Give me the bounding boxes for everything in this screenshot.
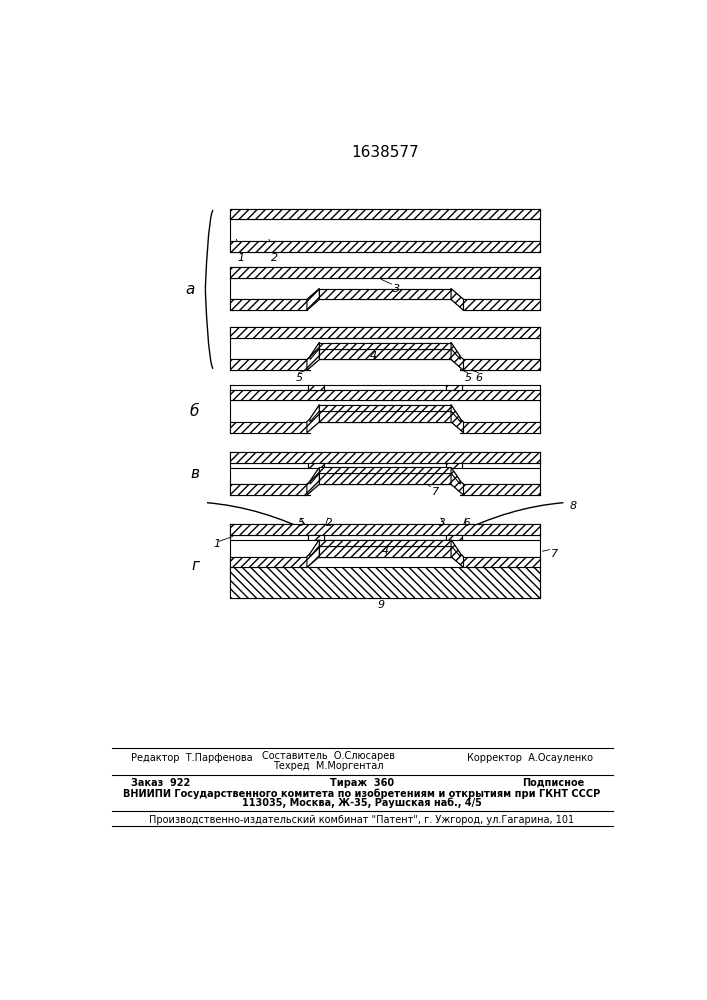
- Polygon shape: [446, 535, 462, 540]
- Polygon shape: [230, 535, 540, 540]
- Text: 3: 3: [438, 518, 445, 528]
- Polygon shape: [230, 219, 540, 241]
- Polygon shape: [446, 463, 462, 468]
- Text: 4: 4: [370, 351, 377, 361]
- Text: 6: 6: [475, 373, 482, 383]
- Polygon shape: [446, 385, 462, 389]
- Text: 113035, Москва, Ж-35, Раушская наб., 4/5: 113035, Москва, Ж-35, Раушская наб., 4/5: [242, 798, 482, 808]
- Polygon shape: [451, 405, 460, 422]
- Polygon shape: [230, 484, 307, 495]
- Polygon shape: [464, 299, 540, 310]
- Polygon shape: [230, 327, 540, 338]
- Polygon shape: [320, 467, 451, 473]
- Polygon shape: [230, 540, 540, 574]
- Text: в: в: [190, 466, 199, 481]
- Polygon shape: [230, 299, 307, 310]
- Polygon shape: [230, 278, 540, 310]
- Polygon shape: [230, 463, 540, 468]
- Text: 7: 7: [551, 549, 558, 559]
- Polygon shape: [451, 289, 464, 310]
- Polygon shape: [320, 343, 451, 349]
- Text: ВНИИПИ Государственного комитета по изобретениям и открытиям при ГКНТ СССР: ВНИИПИ Государственного комитета по изоб…: [123, 788, 600, 799]
- Polygon shape: [320, 473, 451, 484]
- Polygon shape: [451, 467, 460, 484]
- Polygon shape: [451, 411, 464, 433]
- Polygon shape: [230, 452, 540, 463]
- Polygon shape: [308, 535, 324, 540]
- Polygon shape: [230, 422, 307, 433]
- Text: 2: 2: [325, 518, 332, 528]
- Text: 7: 7: [432, 487, 439, 497]
- Text: 5: 5: [465, 373, 472, 383]
- Polygon shape: [310, 343, 320, 359]
- Polygon shape: [230, 338, 540, 376]
- Polygon shape: [464, 557, 540, 567]
- Polygon shape: [230, 359, 307, 370]
- Polygon shape: [230, 557, 307, 567]
- Text: 6: 6: [464, 518, 470, 528]
- Polygon shape: [230, 389, 540, 400]
- Polygon shape: [320, 349, 451, 359]
- Polygon shape: [307, 411, 320, 433]
- Polygon shape: [230, 524, 540, 535]
- Polygon shape: [307, 546, 320, 567]
- Polygon shape: [308, 385, 324, 389]
- Text: б: б: [189, 404, 199, 419]
- Text: Тираж  360: Тираж 360: [330, 778, 394, 788]
- Polygon shape: [320, 540, 451, 546]
- Text: Производственно-издательский комбинат "Патент", г. Ужгород, ул.Гагарина, 101: Производственно-издательский комбинат "П…: [149, 815, 575, 825]
- Polygon shape: [464, 484, 540, 495]
- Polygon shape: [464, 422, 540, 433]
- Text: Корректор  А.Осауленко: Корректор А.Осауленко: [467, 753, 593, 763]
- Polygon shape: [310, 405, 320, 422]
- Text: Подписное: Подписное: [522, 778, 585, 788]
- Polygon shape: [307, 289, 320, 310]
- Text: Техред  М.Моргентал: Техред М.Моргентал: [274, 761, 384, 771]
- Polygon shape: [320, 289, 451, 299]
- Text: а: а: [185, 282, 194, 297]
- Text: 8: 8: [570, 501, 577, 511]
- Polygon shape: [230, 267, 540, 278]
- Polygon shape: [451, 343, 460, 359]
- Text: 9: 9: [378, 600, 385, 610]
- Polygon shape: [310, 467, 320, 484]
- Polygon shape: [451, 473, 464, 495]
- Polygon shape: [320, 405, 451, 411]
- Polygon shape: [307, 473, 320, 495]
- Polygon shape: [230, 400, 540, 439]
- Text: 1: 1: [213, 539, 221, 549]
- Polygon shape: [451, 546, 464, 567]
- Polygon shape: [308, 463, 324, 468]
- Text: 1638577: 1638577: [351, 145, 419, 160]
- Polygon shape: [320, 411, 451, 422]
- Polygon shape: [307, 349, 320, 370]
- Text: 1: 1: [238, 253, 245, 263]
- Text: Редактор  Т.Парфенова: Редактор Т.Парфенова: [131, 753, 252, 763]
- Polygon shape: [310, 540, 320, 557]
- Text: Заказ  922: Заказ 922: [131, 778, 190, 788]
- Text: Составитель  О.Слюсарев: Составитель О.Слюсарев: [262, 751, 395, 761]
- Text: 2: 2: [271, 253, 278, 263]
- Polygon shape: [464, 359, 540, 370]
- Polygon shape: [230, 241, 540, 252]
- Polygon shape: [230, 468, 540, 501]
- Text: г: г: [191, 558, 199, 573]
- Polygon shape: [230, 209, 540, 219]
- Text: 5: 5: [296, 373, 303, 383]
- Polygon shape: [451, 349, 464, 370]
- Polygon shape: [230, 567, 540, 598]
- Text: 3: 3: [393, 284, 400, 294]
- Polygon shape: [320, 546, 451, 557]
- Text: 5: 5: [298, 518, 304, 528]
- Polygon shape: [451, 540, 460, 557]
- Text: 4: 4: [382, 546, 389, 556]
